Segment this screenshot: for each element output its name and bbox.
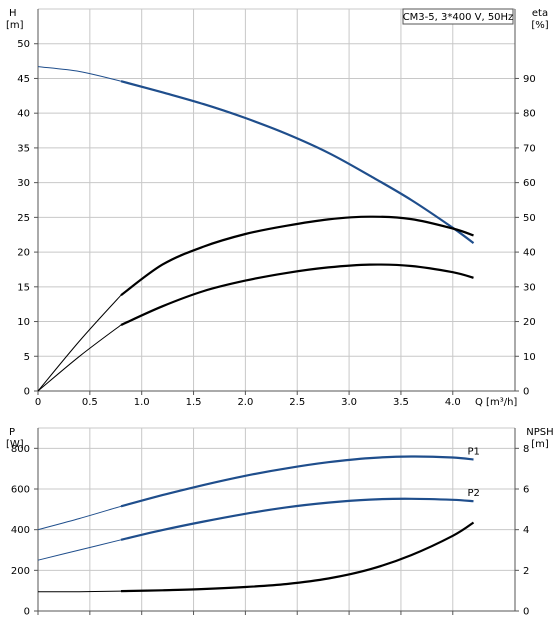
- y-tick-label-left: 600: [11, 485, 30, 496]
- chart-title: CM3-5, 3*400 V, 50Hz: [403, 12, 514, 23]
- y-tick-label-left: 20: [17, 248, 30, 259]
- y-tick-label-left: 800: [11, 444, 30, 455]
- y-tick-label-left: 25: [17, 213, 30, 224]
- x-tick-label: 2.5: [289, 397, 305, 408]
- y-tick-label-left: 45: [17, 74, 30, 85]
- y-axis-title-right: eta: [532, 8, 548, 19]
- series-line-series-2-thin: [37, 324, 122, 392]
- x-tick-label: 2.0: [237, 397, 253, 408]
- y-axis-title-left: H: [9, 8, 17, 19]
- y-tick-label-left: 50: [17, 39, 30, 50]
- y-tick-label-right: 80: [523, 109, 536, 120]
- x-axis-title: Q [m³/h]: [475, 397, 517, 408]
- series-label-p1: P1: [468, 447, 480, 458]
- y-tick-label-right: 4: [523, 525, 529, 536]
- y-tick-label-right: 70: [523, 143, 536, 154]
- y-tick-label-left: 200: [11, 566, 30, 577]
- title-box-frame: [402, 8, 514, 25]
- series-line-p1-thin: [37, 505, 122, 531]
- y-tick-label-left: 400: [11, 525, 30, 536]
- y-axis-unit-right: [%]: [531, 20, 548, 31]
- y-tick-label-left: 0: [24, 387, 30, 398]
- y-axis-title-left: P: [9, 427, 15, 438]
- y-axis-title-right: NPSH: [526, 427, 553, 438]
- x-tick-label: 0.5: [82, 397, 98, 408]
- series-line-p2: [120, 497, 474, 541]
- y-tick-label-right: 20: [523, 317, 536, 328]
- series-line-series-0: [120, 80, 475, 244]
- y-tick-label-left: 35: [17, 143, 30, 154]
- series-label-p2: P2: [468, 488, 480, 499]
- y-tick-label-right: 60: [523, 178, 536, 189]
- y-tick-label-right: 8: [523, 444, 529, 455]
- y-tick-label-right: 0: [523, 607, 529, 618]
- y-axis-unit-right: [m]: [531, 439, 549, 450]
- y-tick-label-left: 40: [17, 109, 30, 120]
- series-line-series-2: [120, 263, 474, 327]
- x-tick-label: 1.0: [134, 397, 150, 408]
- y-tick-label-right: 50: [523, 213, 536, 224]
- series-line-p1: [120, 455, 474, 508]
- series-line-series-1-thin: [37, 294, 122, 392]
- chart-panel-1: 0 200 400 600 800 0 2 4 6 8 P[W] NPSH[m] P1 P2: [6, 427, 554, 618]
- y-tick-label-left: 30: [17, 178, 30, 189]
- y-tick-label-right: 2: [523, 566, 529, 577]
- series-line-series-1: [120, 215, 474, 297]
- y-tick-label-right: 30: [523, 282, 536, 293]
- y-tick-label-right: 40: [523, 248, 536, 259]
- series-line-p2-thin: [37, 539, 122, 561]
- chart-title-box: CM3-5, 3*400 V, 50Hz: [402, 8, 514, 25]
- y-axis-unit-left: [m]: [6, 20, 24, 31]
- x-tick-label: 3.5: [393, 397, 409, 408]
- series-line-npsh: [120, 521, 475, 593]
- y-tick-label-left: 0: [24, 607, 30, 618]
- y-axis-unit-left: [W]: [6, 439, 24, 450]
- y-tick-label-right: 0: [523, 387, 529, 398]
- x-tick-label: 3.0: [341, 397, 357, 408]
- x-tick-label: 1.5: [186, 397, 202, 408]
- y-tick-label-left: 15: [17, 282, 30, 293]
- y-tick-label-right: 90: [523, 74, 536, 85]
- x-tick-label: 4.0: [445, 397, 461, 408]
- y-tick-label-right: 10: [523, 352, 536, 363]
- series-line-series-0-thin: [37, 66, 122, 82]
- y-tick-label-left: 10: [17, 317, 30, 328]
- chart-panel-0: 0 5 10 15 20 25 30 35 40 45 50 0 10 20 30 40 50 60 70 80 90 0…: [6, 8, 549, 408]
- y-tick-label-right: 6: [523, 485, 529, 496]
- series-line-npsh-thin: [37, 590, 122, 593]
- y-tick-label-left: 5: [24, 352, 30, 363]
- x-tick-label: 0: [35, 397, 41, 408]
